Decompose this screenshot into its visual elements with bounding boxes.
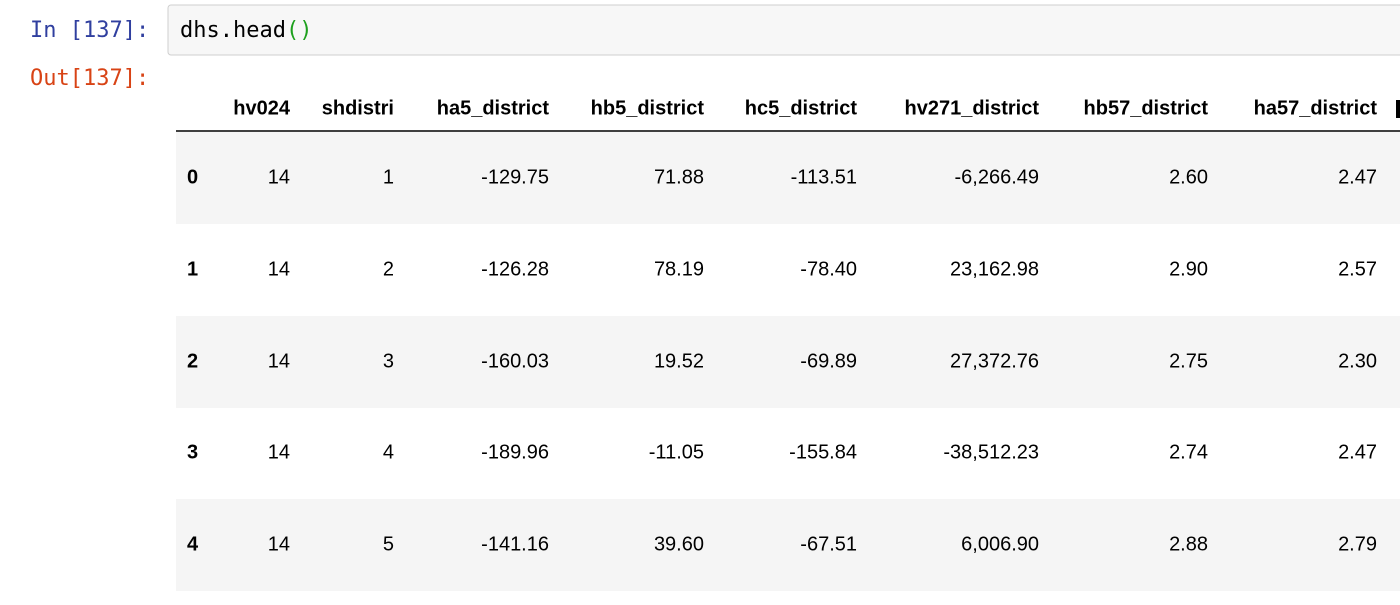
cell: 71.88 [654,166,704,188]
cell: 27,372.76 [950,350,1039,372]
cell: 2.30 [1338,350,1377,372]
column-header: hv024 [233,97,291,119]
cell: 3 [383,350,394,372]
column-header: hb5_district [591,97,705,119]
cell: -6,266.49 [954,166,1039,188]
row-index: 3 [187,441,198,463]
output-prompt: Out[137]: [30,66,149,91]
cell: -126.28 [481,258,549,280]
cell: -78.40 [800,258,857,280]
cell: -129.75 [481,166,549,188]
cell: 2.57 [1338,258,1377,280]
cell: 39.60 [654,533,704,555]
cell: 2.47 [1338,166,1377,188]
cell: 2.47 [1338,441,1377,463]
row-stripe [176,499,1400,591]
cell: 2.74 [1169,441,1208,463]
cell: -69.89 [800,350,857,372]
cell: 2.90 [1169,258,1208,280]
code-parens: () [286,18,313,43]
cell: 2.75 [1169,350,1208,372]
cell: 78.19 [654,258,704,280]
code-input-box[interactable] [167,4,1400,56]
cell: 2 [383,258,394,280]
output-table: hv024 shdistri ha5_district hb5_district hc5… [176,97,1400,591]
cell: 4 [383,441,394,463]
cell: 6,006.90 [961,533,1039,555]
row-index: 0 [187,166,198,188]
cell: 14 [268,258,290,280]
cell: 2.88 [1169,533,1208,555]
row-stripe [176,316,1400,408]
cell: 23,162.98 [950,258,1039,280]
cell: -160.03 [481,350,549,372]
cell: 2.79 [1338,533,1377,555]
cell: -11.05 [649,441,704,463]
code-text: dhs.head [180,18,286,43]
cell: 5 [383,533,394,555]
cell: 19.52 [654,350,704,372]
column-header: ha5_district [437,97,550,119]
row-stripe [176,132,1400,224]
cell: 14 [268,350,290,372]
input-prompt: In [137]: [30,18,149,43]
cell: 1 [383,166,394,188]
cell: -113.51 [791,166,857,188]
cell: 2.60 [1169,166,1208,188]
row-index: 4 [187,533,199,555]
cell: 14 [268,166,290,188]
code: dhs.head() [180,18,312,43]
cell: -155.84 [789,441,857,463]
column-header: hv271_district [904,97,1039,119]
column-header: ha57_district [1254,97,1378,119]
cell: 14 [268,533,290,555]
clipped-column-edge [1396,100,1400,118]
column-header: hb57_district [1084,97,1209,119]
cell: -141.16 [481,533,549,555]
cell: 14 [268,441,290,463]
column-header: hc5_district [745,97,858,119]
column-header: shdistri [322,97,394,119]
cell: -189.96 [481,441,549,463]
cell: -67.51 [800,533,857,555]
cell: -38,512.23 [943,441,1039,463]
row-index: 1 [187,258,198,280]
row-index: 2 [187,350,198,372]
